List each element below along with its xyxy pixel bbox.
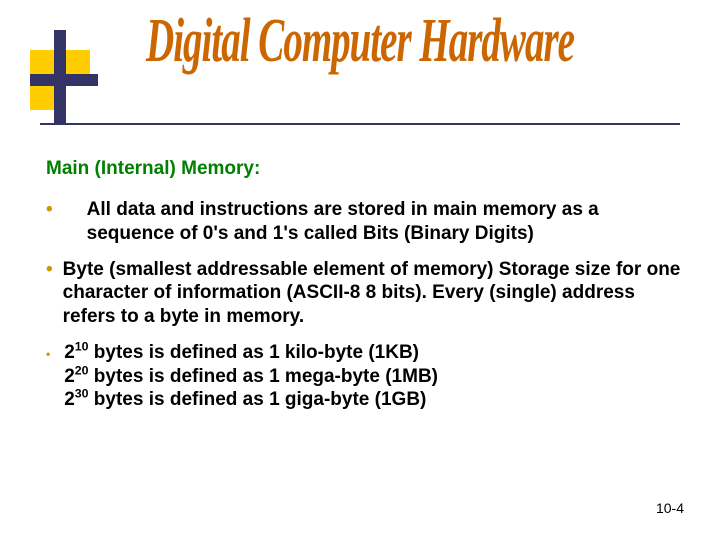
page-number: 10-4 [656,500,684,516]
slide-body: • All data and instructions are stored i… [46,198,686,412]
section-heading: Main (Internal) Memory: [46,158,260,180]
bullet-item: • 210 bytes is defined as 1 kilo-byte (1… [46,341,686,412]
kb-line: 210 bytes is defined as 1 kilo-byte (1KB… [64,342,419,363]
bullet-glyph: • [46,347,50,362]
gb-line: 230 bytes is defined as 1 giga-byte (1GB… [64,389,426,410]
bullet-text: 210 bytes is defined as 1 kilo-byte (1KB… [64,341,438,412]
mb-line: 220 bytes is defined as 1 mega-byte (1MB… [64,366,438,387]
bullet-glyph: • [46,198,53,222]
bullet-text: All data and instructions are stored in … [87,198,686,246]
corner-decoration [30,30,100,125]
slide-title: Digital Computer Hardware [146,5,574,77]
title-underline [40,123,680,125]
bullet-item: • Byte (smallest addressable element of … [46,258,686,329]
bullet-text: Byte (smallest addressable element of me… [63,258,686,329]
bullet-item: • All data and instructions are stored i… [46,198,686,246]
bullet-glyph: • [46,258,53,282]
